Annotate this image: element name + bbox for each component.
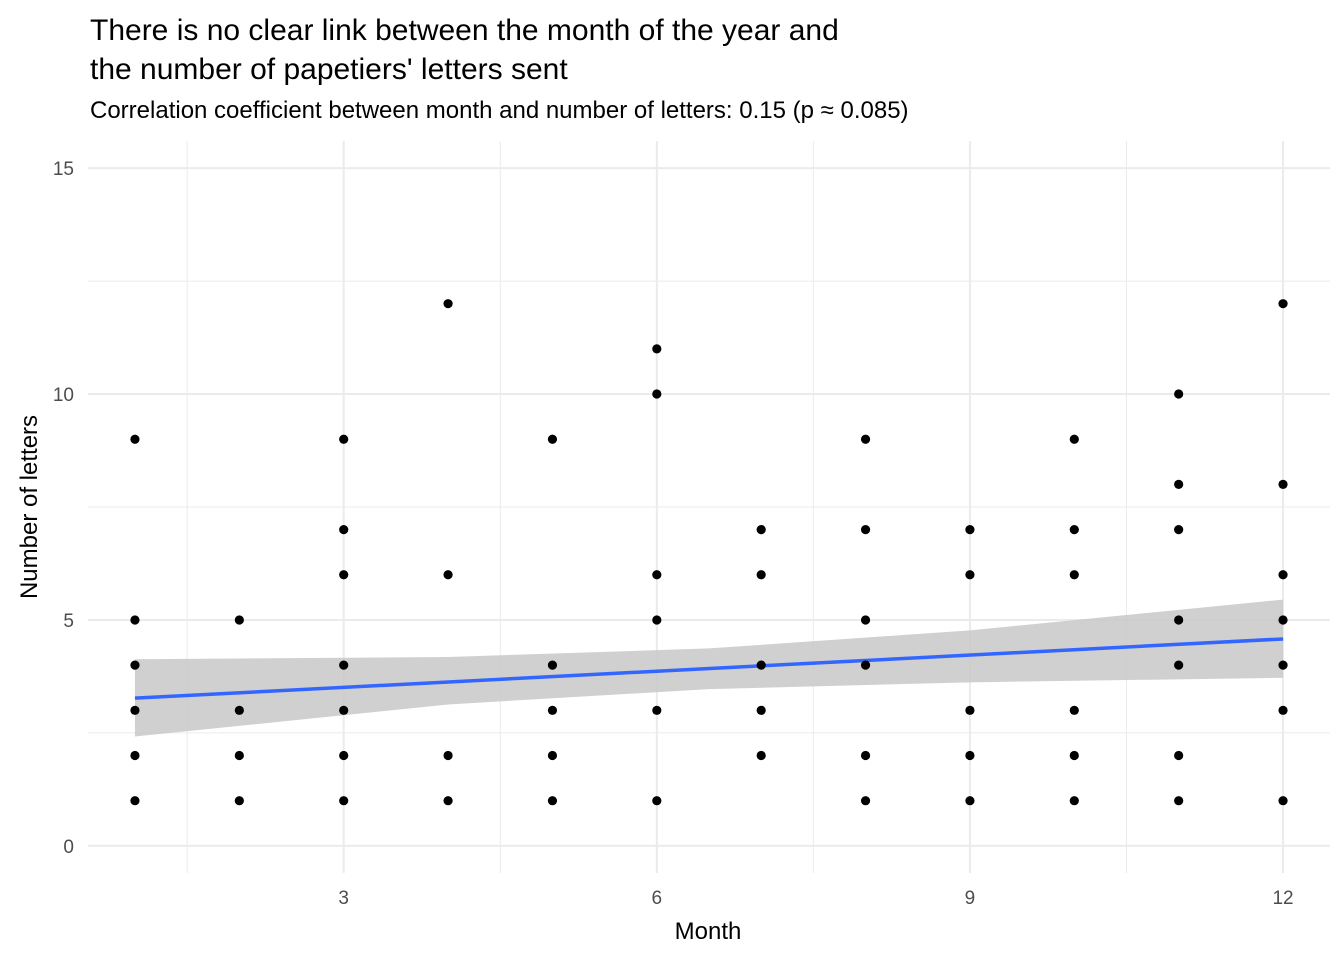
data-point: [1069, 434, 1079, 444]
data-point: [234, 796, 244, 806]
data-point: [756, 750, 766, 761]
data-point: [130, 660, 140, 670]
data-point: [1069, 796, 1079, 806]
data-point: [547, 796, 558, 806]
y-tick-label: 5: [63, 611, 74, 632]
major-gridlines: [88, 141, 1330, 873]
y-tick-label: 15: [53, 159, 74, 180]
data-point: [547, 660, 558, 670]
y-axis-title: Number of letters: [16, 415, 43, 599]
data-point: [339, 434, 349, 444]
data-point: [1174, 796, 1184, 806]
data-points: [130, 299, 1288, 806]
x-tick-label: 9: [965, 888, 976, 909]
data-point: [130, 705, 140, 715]
data-point: [1278, 705, 1288, 715]
y-tick-label: 10: [53, 385, 74, 406]
data-point: [130, 615, 140, 625]
data-point: [652, 796, 662, 806]
data-point: [1278, 479, 1288, 490]
trend-line: [134, 637, 1284, 700]
data-point: [860, 615, 871, 625]
data-point: [1174, 389, 1184, 399]
data-point: [547, 434, 558, 444]
data-point: [652, 344, 662, 354]
data-point: [547, 705, 558, 715]
data-point: [1174, 615, 1184, 625]
x-tick-label: 12: [1272, 888, 1293, 909]
data-point: [339, 796, 349, 806]
data-point: [860, 524, 871, 535]
data-point: [756, 524, 766, 535]
data-point: [339, 750, 349, 761]
data-point: [652, 389, 662, 399]
data-point: [234, 615, 244, 625]
data-point: [756, 570, 766, 580]
data-point: [965, 705, 975, 715]
trend-line-layer: [134, 637, 1284, 700]
data-point: [1069, 705, 1079, 715]
data-point: [965, 750, 975, 761]
data-point: [652, 705, 662, 715]
x-axis-title: Month: [675, 918, 742, 945]
y-axis-ticks: 0 5 10 15: [53, 159, 74, 858]
data-point: [756, 660, 766, 670]
x-tick-label: 3: [338, 888, 349, 909]
data-point: [1278, 299, 1288, 309]
data-point: [1278, 570, 1288, 580]
data-point: [965, 524, 975, 535]
y-tick-label: 0: [63, 837, 74, 858]
data-point: [547, 750, 558, 761]
data-point: [339, 660, 349, 670]
minor-gridlines: [88, 141, 1330, 873]
data-point: [443, 796, 453, 806]
data-point: [652, 615, 662, 625]
data-point: [1278, 615, 1288, 625]
data-point: [234, 705, 244, 715]
data-point: [130, 750, 140, 761]
data-point: [443, 570, 453, 580]
data-point: [443, 299, 453, 309]
data-point: [1069, 570, 1079, 580]
data-point: [1069, 524, 1079, 535]
data-point: [965, 796, 975, 806]
x-axis-ticks: 3 6 9 12: [338, 888, 1293, 909]
data-point: [1278, 660, 1288, 670]
data-point: [652, 570, 662, 580]
data-point: [1069, 750, 1079, 761]
data-point: [339, 570, 349, 580]
data-point: [443, 750, 453, 761]
chart-subtitle: Correlation coefficient between month an…: [90, 97, 909, 124]
data-point: [965, 570, 975, 580]
data-point: [860, 750, 871, 761]
data-point: [756, 705, 766, 715]
data-point: [339, 524, 349, 535]
data-point: [234, 750, 244, 761]
data-point: [860, 796, 871, 806]
data-point: [1174, 660, 1184, 670]
data-point: [860, 660, 871, 670]
data-point: [1174, 524, 1184, 535]
data-point: [1174, 479, 1184, 490]
data-point: [339, 705, 349, 715]
data-point: [130, 796, 140, 806]
data-point: [860, 434, 871, 444]
data-point: [130, 434, 140, 444]
data-point: [1278, 796, 1288, 806]
data-point: [1174, 750, 1184, 761]
x-tick-label: 6: [652, 888, 663, 909]
chart-title: There is no clear link between the month…: [90, 14, 839, 86]
